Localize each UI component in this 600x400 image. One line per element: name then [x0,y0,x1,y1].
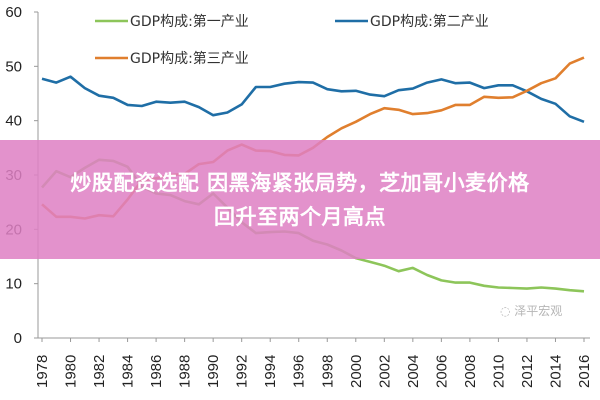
x-tick-label: 1984 [120,355,137,388]
x-tick-label: 2010 [490,355,507,388]
legend-label: GDP构成:第一产业 [130,13,249,30]
headline-line-2: 回升至两个月高点 [214,204,386,229]
y-tick-label: 40 [5,113,22,130]
x-tick-label: 1988 [177,355,194,388]
legend-label: GDP构成:第三产业 [130,50,249,67]
headline-banner[interactable]: 炒股配资选配 因黑海紧张局势，芝加哥小麦价格 回升至两个月高点 [0,140,600,259]
x-tick-label: 1978 [34,355,51,388]
headline-line-1: 炒股配资选配 因黑海紧张局势，芝加哥小麦价格 [70,170,530,195]
x-tick-label: 2000 [348,355,365,388]
x-tick-label: 1986 [148,355,165,388]
x-tick-label: 1992 [234,355,251,388]
series-line-2 [41,75,585,124]
x-tick-label: 2008 [462,355,479,388]
x-tick-label: 2014 [547,355,564,388]
x-tick-label: 1996 [291,355,308,388]
x-tick-label: 2004 [405,355,422,388]
y-tick-label: 50 [5,58,22,75]
y-tick-label: 0 [14,330,22,347]
x-tick-label: 2016 [576,355,593,388]
watermark-text: 泽平宏观 [514,304,563,318]
x-tick-label: 1980 [63,355,80,388]
x-tick-label: 2002 [376,355,393,388]
x-tick-label: 2012 [519,355,536,388]
x-tick-label: 1994 [262,355,279,388]
y-tick-label: 60 [5,4,22,21]
watermark-logo: ◌ 泽平宏观 [500,304,563,318]
x-tick-label: 1998 [319,355,336,388]
x-tick-label: 1990 [205,355,222,388]
y-tick-label: 10 [5,276,22,293]
x-tick-label: 2006 [433,355,450,388]
legend-label: GDP构成:第二产业 [370,13,489,30]
x-tick-label: 1982 [91,355,108,388]
